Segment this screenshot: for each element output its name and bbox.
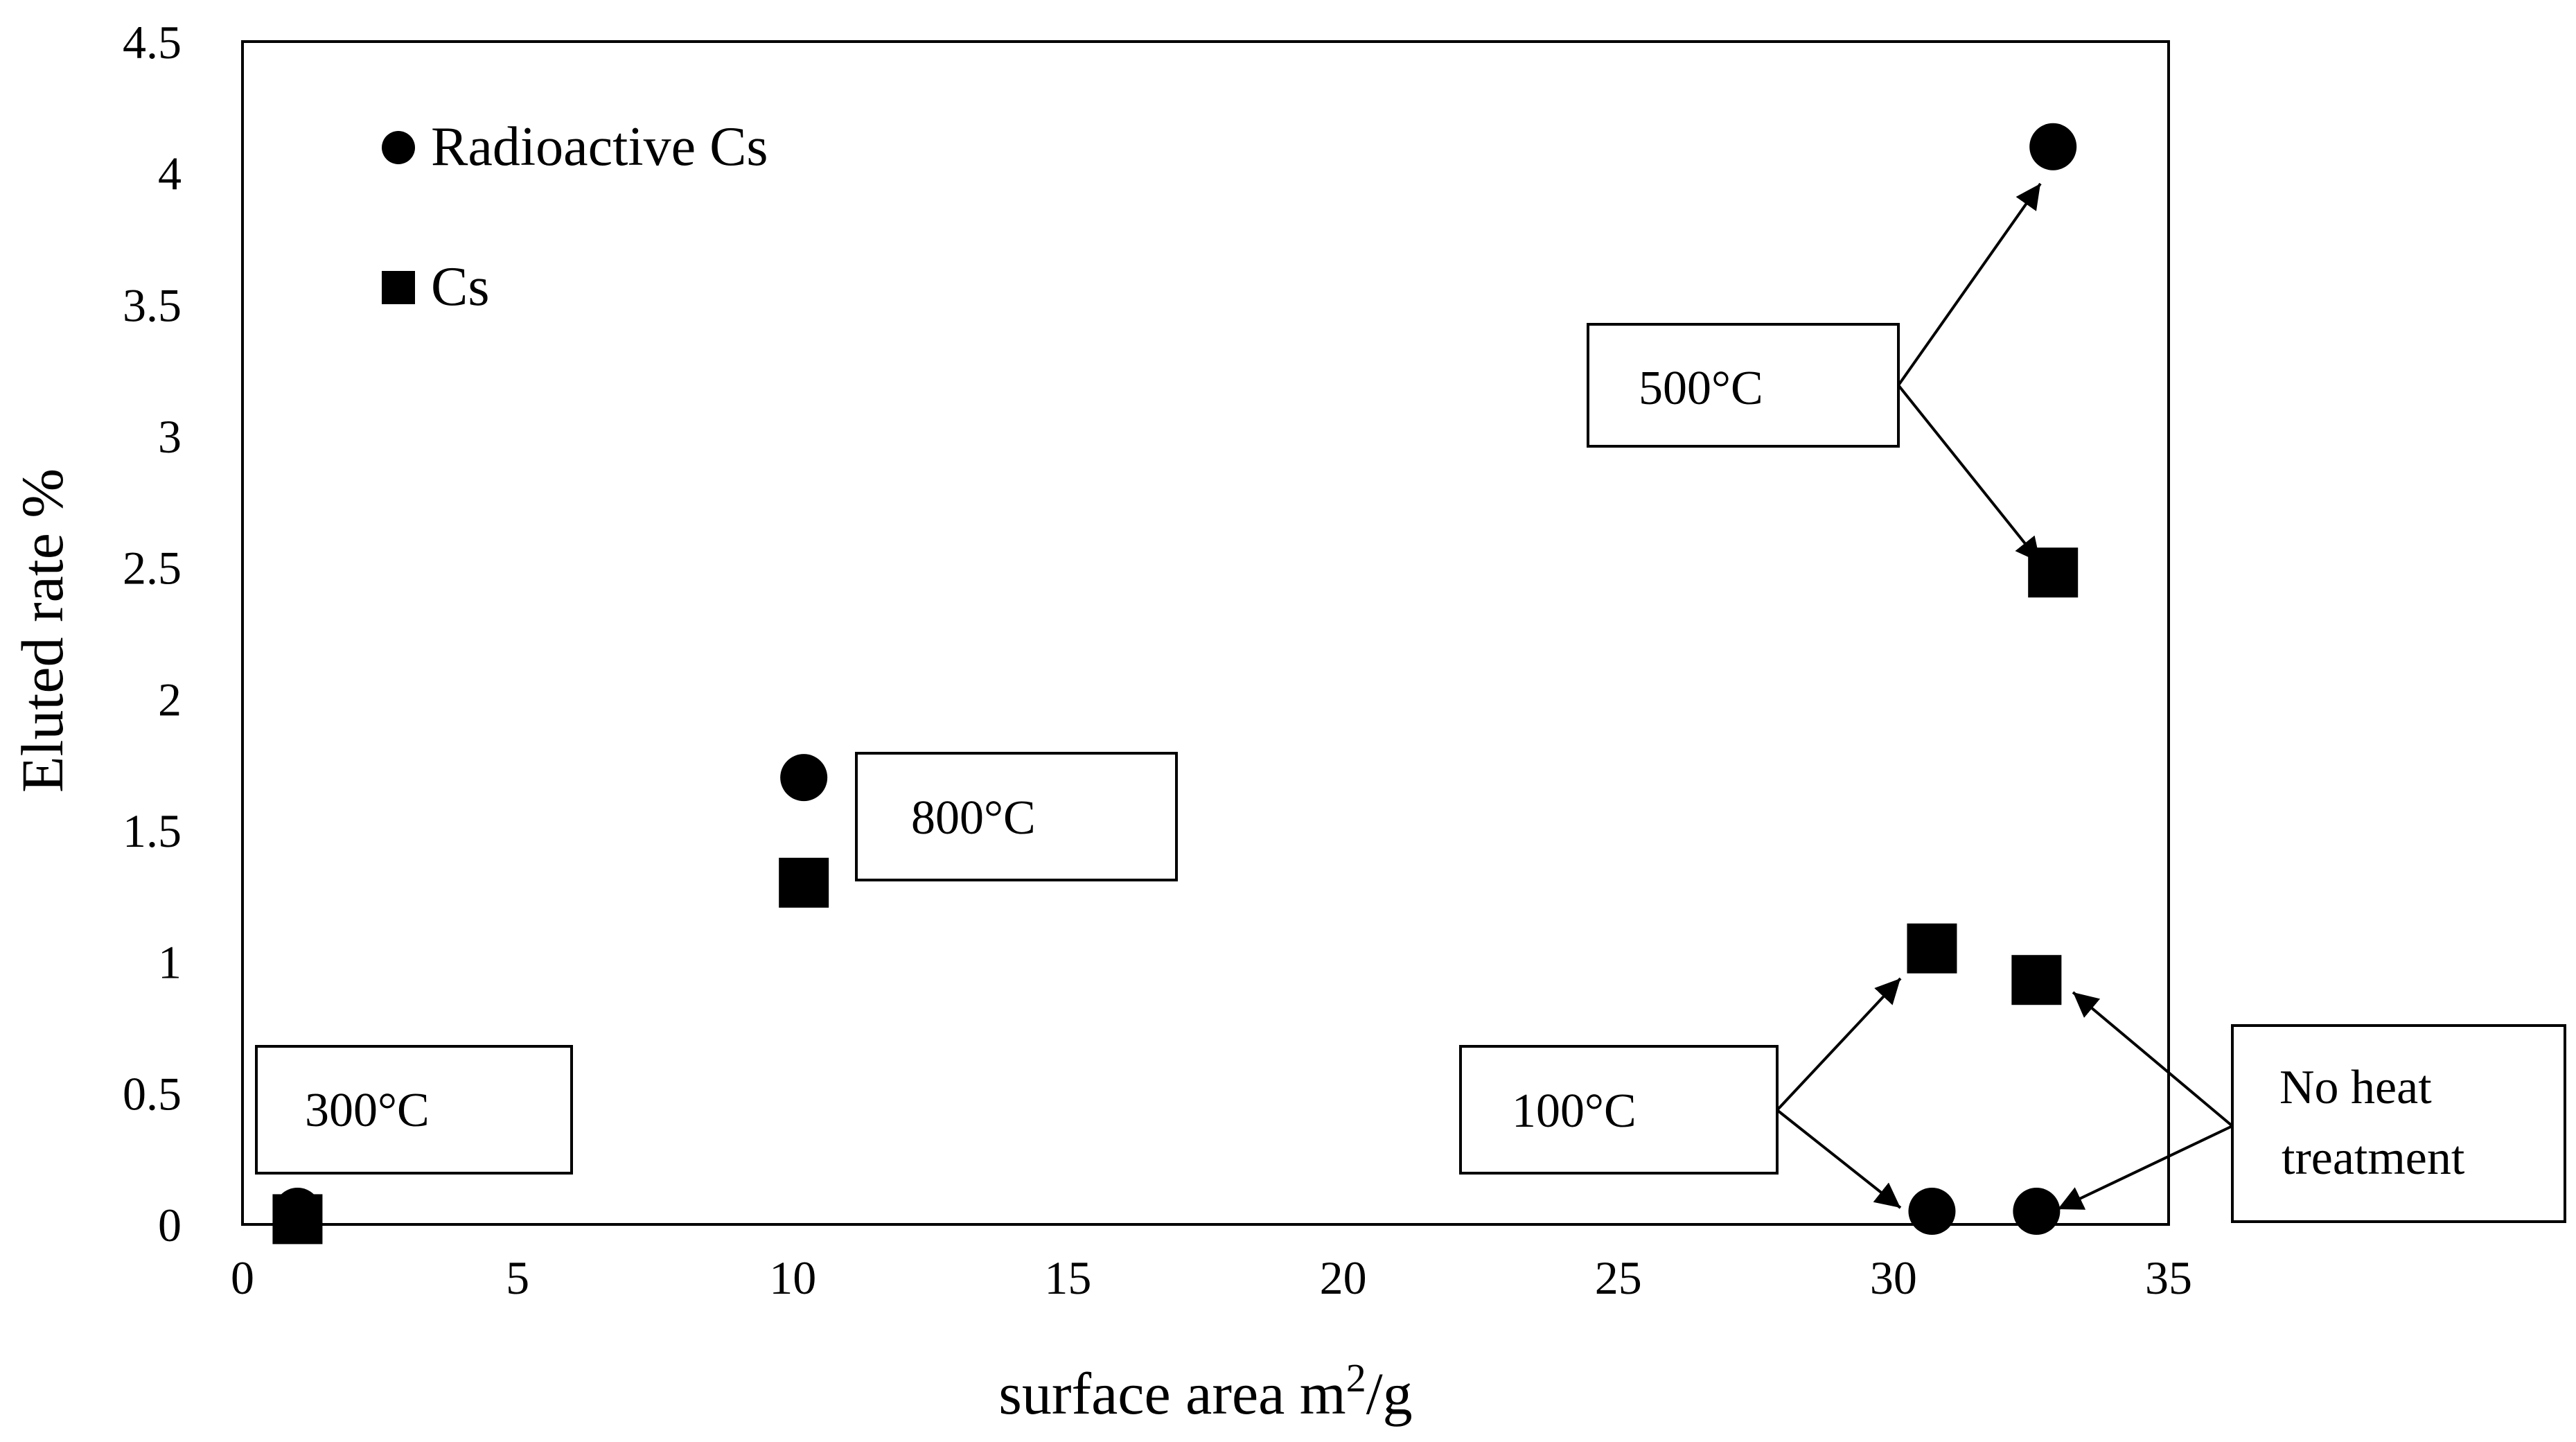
annotation-box-800 xyxy=(855,752,1178,881)
cs-point xyxy=(2028,547,2079,598)
cs-point xyxy=(779,857,829,908)
annotation-label-800: 800°C xyxy=(911,791,1036,845)
x-tick-label: 10 xyxy=(769,1251,816,1304)
x-axis-ticks: 0 5 10 15 20 25 30 35 xyxy=(231,1251,2192,1304)
annotation-label-no-heat-line2: treatment xyxy=(2282,1132,2465,1185)
y-tick-label: 0 xyxy=(158,1199,182,1251)
y-tick-label: 1.5 xyxy=(123,804,182,857)
x-tick-label: 0 xyxy=(231,1251,254,1304)
radioactive-cs-point xyxy=(780,754,828,802)
annotation-box-500 xyxy=(1587,323,1900,448)
arrow-100-to-radioactive-cs xyxy=(1776,1109,1902,1209)
x-tick-label: 25 xyxy=(1595,1251,1642,1304)
cs-point xyxy=(2011,955,2062,1005)
y-tick-label: 2 xyxy=(158,673,182,726)
arrow-500-to-cs xyxy=(1897,384,2042,564)
arrow-500-to-radioactive-cs xyxy=(1897,182,2042,387)
data-points xyxy=(272,123,2079,1245)
y-tick-label: 1 xyxy=(158,936,182,989)
annotation-box-no-heat xyxy=(2231,1024,2566,1223)
legend-square-marker xyxy=(382,271,415,304)
annotation-label-no-heat-line1: No heat xyxy=(2279,1061,2432,1114)
cs-point xyxy=(1907,923,1957,974)
annotation-box-300 xyxy=(255,1045,573,1175)
arrow-no-heat-to-radioactive-cs xyxy=(2057,1125,2233,1211)
legend-label-radioactive-cs: Radioactive Cs xyxy=(431,116,768,177)
annotations: 300°C 800°C 500°C 100°C No heat treatmen… xyxy=(255,182,2566,1223)
plot-area xyxy=(241,40,2170,1226)
annotation-label-100: 100°C xyxy=(1512,1084,1637,1138)
x-tick-label: 35 xyxy=(2145,1251,2192,1304)
legend-circle-marker xyxy=(382,131,415,164)
x-tick-label: 30 xyxy=(1870,1251,1917,1304)
annotation-label-500: 500°C xyxy=(1639,362,1763,415)
x-tick-label: 5 xyxy=(506,1251,529,1304)
radioactive-cs-point xyxy=(2029,123,2077,170)
x-axis-label: surface area m2/g xyxy=(998,1355,1412,1427)
annotation-label-300: 300°C xyxy=(305,1084,430,1137)
legend: Radioactive Cs Cs xyxy=(382,116,768,317)
y-axis-label: Eluted rate % xyxy=(9,468,76,793)
y-tick-label: 4.5 xyxy=(123,16,182,69)
y-tick-label: 2.5 xyxy=(123,542,182,595)
radioactive-cs-point xyxy=(2013,1188,2061,1236)
arrow-100-to-cs xyxy=(1776,977,1902,1111)
arrow-no-heat-to-cs xyxy=(2072,991,2234,1127)
x-tick-label: 15 xyxy=(1044,1251,1091,1304)
y-tick-label: 0.5 xyxy=(123,1067,182,1120)
y-tick-label: 3 xyxy=(158,410,182,463)
cs-point xyxy=(272,1194,323,1245)
radioactive-cs-point xyxy=(1908,1188,1956,1236)
y-tick-label: 3.5 xyxy=(123,279,182,331)
legend-label-cs: Cs xyxy=(431,256,490,317)
x-tick-label: 20 xyxy=(1320,1251,1367,1304)
y-tick-label: 4 xyxy=(158,148,182,200)
y-axis-ticks: 0 0.5 1 1.5 2 2.5 3 3.5 4 4.5 xyxy=(123,16,182,1251)
annotation-box-100 xyxy=(1459,1045,1779,1175)
